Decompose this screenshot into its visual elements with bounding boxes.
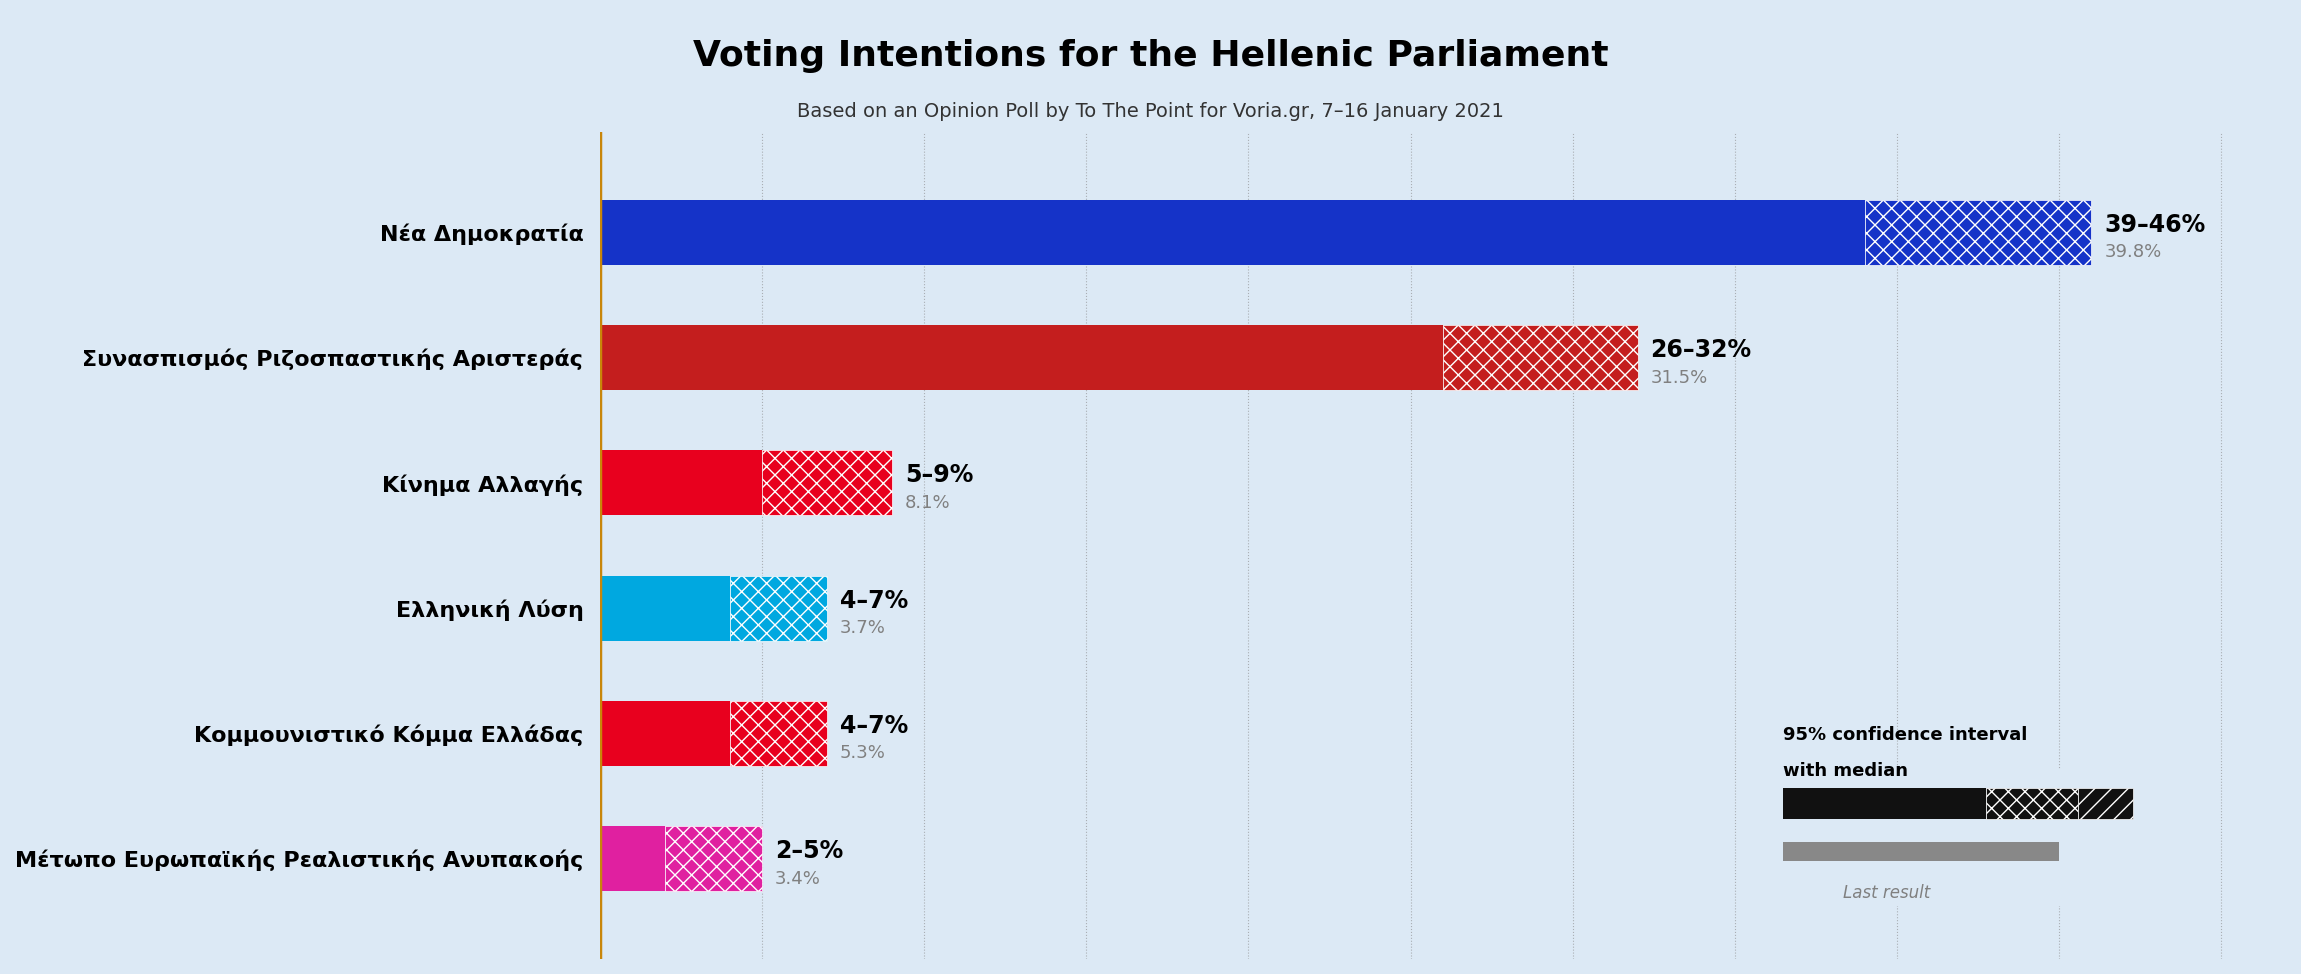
Bar xyxy=(1783,842,2059,861)
Bar xyxy=(601,240,1891,261)
Bar xyxy=(601,867,711,887)
Bar xyxy=(601,826,762,891)
Text: 95% confidence interval: 95% confidence interval xyxy=(1783,726,2027,743)
Bar xyxy=(601,826,665,891)
Bar xyxy=(729,701,826,766)
Bar xyxy=(601,450,762,515)
Bar xyxy=(729,576,826,641)
Bar xyxy=(601,741,771,762)
Bar xyxy=(601,200,2092,265)
Text: Voting Intentions for the Hellenic Parliament: Voting Intentions for the Hellenic Parli… xyxy=(693,39,1608,73)
Text: 31.5%: 31.5% xyxy=(1650,368,1707,387)
Bar xyxy=(601,576,826,641)
Bar xyxy=(762,450,893,515)
Bar xyxy=(1783,788,1986,819)
Bar xyxy=(601,365,1622,386)
Text: 2–5%: 2–5% xyxy=(775,840,844,863)
Bar xyxy=(1864,200,2092,265)
Text: 5–9%: 5–9% xyxy=(904,464,973,487)
Bar xyxy=(2078,788,2133,819)
Text: 3.7%: 3.7% xyxy=(840,619,886,637)
Bar xyxy=(601,616,720,637)
Text: 39–46%: 39–46% xyxy=(2105,212,2207,237)
Bar xyxy=(601,325,1638,390)
Bar xyxy=(1986,788,2078,819)
Text: 5.3%: 5.3% xyxy=(840,744,886,763)
Text: 39.8%: 39.8% xyxy=(2105,244,2161,261)
Text: 3.4%: 3.4% xyxy=(775,870,821,887)
Text: 26–32%: 26–32% xyxy=(1650,338,1751,362)
Text: Last result: Last result xyxy=(1843,884,1931,902)
Bar xyxy=(601,701,729,766)
Bar xyxy=(601,325,1443,390)
Text: 8.1%: 8.1% xyxy=(904,494,950,511)
Bar xyxy=(665,826,762,891)
Bar xyxy=(601,200,1864,265)
Text: 4–7%: 4–7% xyxy=(840,714,909,738)
Bar xyxy=(1443,325,1638,390)
Text: 4–7%: 4–7% xyxy=(840,588,909,613)
Bar xyxy=(601,450,893,515)
Bar xyxy=(601,491,863,511)
Bar xyxy=(601,576,729,641)
Text: Based on an Opinion Poll by To The Point for Voria.gr, 7–16 January 2021: Based on an Opinion Poll by To The Point… xyxy=(796,102,1505,122)
Bar xyxy=(601,701,826,766)
Text: with median: with median xyxy=(1783,762,1908,779)
